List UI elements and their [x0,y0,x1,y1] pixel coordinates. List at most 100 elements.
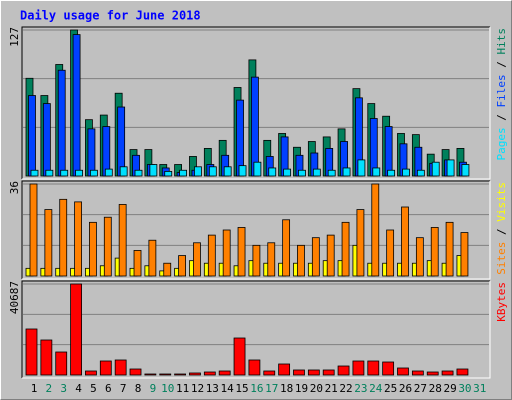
bar [267,242,276,277]
bar [75,169,83,177]
x-tick-label: 31 [473,382,486,395]
bar [72,34,81,177]
bar [387,169,396,177]
x-tick-label: 17 [265,382,278,395]
bar [268,167,277,177]
bar [238,165,247,177]
bar [74,201,82,277]
bar [312,168,321,177]
plot-bevel-dark [21,26,490,179]
bar [342,167,351,177]
x-tick-label: 21 [325,382,338,395]
bar [326,234,335,277]
bar [129,368,142,376]
x-tick-label: 18 [280,382,293,395]
bar [253,161,262,177]
bar [223,166,232,177]
bar [114,359,127,376]
bar [297,244,305,277]
bar [89,221,97,277]
bar [382,361,395,376]
bar [446,159,455,177]
legend-separator: / [495,55,508,75]
x-tick-label: 14 [221,382,235,395]
x-tick-label: 28 [429,382,442,395]
bar [222,229,231,277]
bar [252,244,261,277]
x-tick-label: 12 [191,382,204,395]
bar [85,370,97,376]
y-tick-label: 40687 [8,281,21,314]
bar [25,328,38,376]
bar [28,95,36,177]
x-tick-label: 2 [46,382,53,395]
bar [282,219,291,277]
bar [117,106,126,177]
bar [415,237,424,277]
plot-bevel-light [22,181,491,280]
x-tick-label: 3 [60,382,67,395]
bar [208,166,217,177]
bar [70,283,82,376]
bar [426,371,439,376]
legend-entry: Hits [495,28,508,55]
bar [278,363,291,376]
bar [59,198,68,277]
bar [397,367,409,376]
x-tick-label: 26 [399,382,412,395]
bar [179,169,188,177]
bar [298,169,306,177]
bar [87,128,96,177]
bar [102,126,111,177]
legend-entry: KBytes [495,282,508,322]
bar [283,168,292,177]
bar [118,204,127,277]
bar [401,206,409,277]
bar [430,227,439,277]
bar [193,242,201,277]
bar [357,159,366,177]
y-tick-label: 36 [8,181,21,194]
bar [236,99,244,177]
bar [144,373,157,376]
y-tick-label: 127 [8,27,21,47]
bar [263,370,276,376]
bar [352,360,365,376]
bar [293,369,305,376]
legend: Sites / Visits [495,182,508,275]
x-tick-label: 10 [161,382,174,395]
bar [233,337,246,376]
bar [411,370,424,376]
x-tick-label: 4 [75,382,82,395]
legend-separator: / [495,108,508,128]
legend-entry: Visits [495,182,508,222]
bar [460,232,469,277]
x-tick-label: 23 [354,382,367,395]
x-tick-label: 5 [90,382,97,395]
bar [42,103,51,177]
bar [250,76,259,177]
bar [203,371,216,376]
x-tick-label: 9 [150,382,157,395]
bar [456,368,469,376]
bar [57,69,66,177]
bar [174,373,187,376]
x-tick-label: 8 [135,382,142,395]
bar [386,229,395,277]
bar [29,183,38,277]
x-tick-label: 30 [458,382,471,395]
bar [384,126,393,177]
bar [416,169,425,177]
bar [60,169,69,177]
legend-entry: Sites [495,242,508,275]
x-tick-label: 11 [176,382,189,395]
bar [207,234,216,277]
x-tick-label: 19 [295,382,308,395]
x-tick-label: 24 [369,382,383,395]
x-tick-label: 1 [31,382,38,395]
bar [372,167,381,177]
chart-title: Daily usage for June 2018 [20,9,201,23]
legend-entry: Pages [495,127,508,160]
bar [163,262,172,277]
